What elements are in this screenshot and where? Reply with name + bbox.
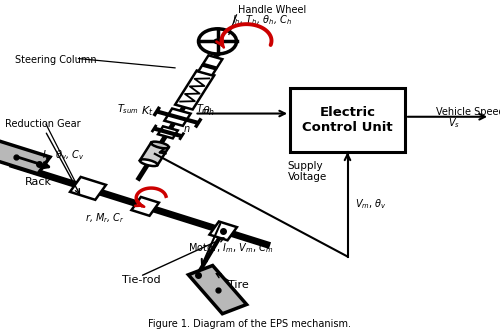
Text: Reduction Gear: Reduction Gear bbox=[5, 119, 80, 129]
Text: Figure 1. Diagram of the EPS mechanism.: Figure 1. Diagram of the EPS mechanism. bbox=[148, 319, 352, 329]
Bar bbox=[188, 265, 246, 314]
Text: Tire: Tire bbox=[228, 280, 248, 290]
Text: $V_s$: $V_s$ bbox=[448, 116, 460, 130]
Polygon shape bbox=[210, 221, 237, 240]
Text: Steering Column: Steering Column bbox=[15, 55, 96, 65]
Polygon shape bbox=[175, 71, 214, 110]
Text: $\theta_h$: $\theta_h$ bbox=[202, 105, 215, 118]
Bar bbox=[0, 139, 50, 174]
Bar bbox=[290, 88, 405, 152]
Text: Rack: Rack bbox=[25, 177, 52, 187]
Text: $K_t$: $K_t$ bbox=[140, 104, 153, 118]
Polygon shape bbox=[203, 55, 222, 68]
Text: $T_m$: $T_m$ bbox=[196, 102, 210, 116]
Text: $I_h$, $T_h$, $\theta_h$, $C_h$: $I_h$, $T_h$, $\theta_h$, $C_h$ bbox=[232, 14, 292, 27]
Text: $n$: $n$ bbox=[183, 124, 190, 134]
Ellipse shape bbox=[140, 159, 158, 166]
Text: Handle Wheel: Handle Wheel bbox=[238, 5, 306, 15]
Text: $r$, $M_r$, $C_r$: $r$, $M_r$, $C_r$ bbox=[85, 212, 125, 225]
Polygon shape bbox=[158, 126, 178, 138]
Text: $T_{sum}$: $T_{sum}$ bbox=[116, 102, 138, 116]
Polygon shape bbox=[70, 177, 106, 200]
Ellipse shape bbox=[151, 142, 169, 148]
Circle shape bbox=[214, 39, 221, 44]
Text: Vehicle Speed,: Vehicle Speed, bbox=[436, 107, 500, 117]
Polygon shape bbox=[198, 66, 216, 75]
Polygon shape bbox=[164, 109, 190, 126]
Text: $I_v$, $\theta_v$, $C_v$: $I_v$, $\theta_v$, $C_v$ bbox=[42, 149, 86, 163]
Text: $V_m$, $\theta_v$: $V_m$, $\theta_v$ bbox=[355, 198, 387, 211]
Polygon shape bbox=[132, 197, 159, 216]
Text: Tie-rod: Tie-rod bbox=[122, 275, 161, 285]
Text: Electric
Control Unit: Electric Control Unit bbox=[302, 106, 393, 134]
Text: Supply
Voltage: Supply Voltage bbox=[288, 161, 327, 182]
Text: Motor, $I_m$, $V_m$, $C_m$: Motor, $I_m$, $V_m$, $C_m$ bbox=[188, 241, 272, 255]
Polygon shape bbox=[140, 143, 168, 165]
